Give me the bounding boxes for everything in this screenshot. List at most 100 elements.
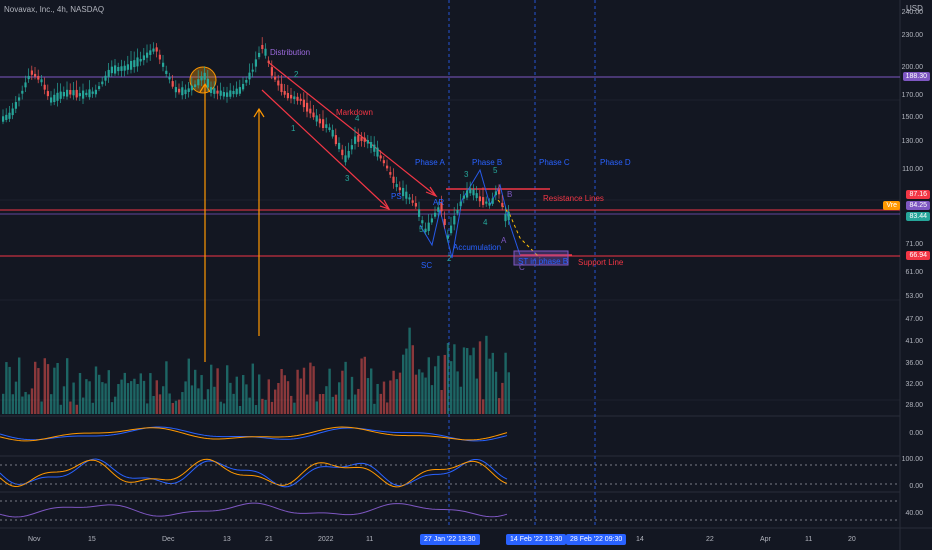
accumulation-label[interactable]: Accumulation bbox=[453, 243, 502, 252]
volume-bar bbox=[50, 394, 53, 414]
candle-body bbox=[43, 84, 46, 90]
volume-bar bbox=[8, 366, 11, 414]
volume-bar bbox=[398, 372, 402, 414]
date-pill-1[interactable]: 27 Jan '22 13:30 bbox=[420, 534, 480, 545]
candle-body bbox=[8, 112, 11, 119]
volume-bar bbox=[264, 399, 267, 414]
volume-bar bbox=[37, 368, 40, 414]
volume-bar bbox=[62, 386, 66, 414]
date-pill-2[interactable]: 14 Feb '22 13:30 bbox=[506, 534, 567, 545]
candle-body bbox=[379, 155, 382, 159]
volume-bar bbox=[344, 361, 347, 414]
candle-body bbox=[158, 54, 161, 60]
markdown-label[interactable]: Markdown bbox=[336, 108, 373, 117]
volume-bar bbox=[389, 380, 392, 414]
candle-body bbox=[66, 89, 69, 97]
candle-body bbox=[398, 187, 401, 191]
candle-body bbox=[216, 90, 219, 94]
candle-body bbox=[427, 222, 430, 231]
candle-body bbox=[168, 76, 171, 80]
candle-body bbox=[418, 209, 421, 217]
volume-bar bbox=[322, 393, 325, 414]
candle-body bbox=[437, 207, 440, 212]
ar-label[interactable]: AR bbox=[433, 198, 445, 207]
time-tick: Apr bbox=[760, 536, 771, 543]
volume-bar bbox=[402, 354, 405, 414]
phase-c-label[interactable]: Phase C bbox=[539, 158, 570, 167]
candle-body bbox=[200, 76, 203, 81]
price-tick: 36.00 bbox=[905, 360, 923, 367]
volume-bar bbox=[456, 371, 459, 414]
top-highlight-circle bbox=[189, 66, 217, 94]
candle-body bbox=[46, 91, 49, 97]
candle-body bbox=[229, 90, 232, 97]
phase-b-label[interactable]: Phase B bbox=[472, 158, 503, 167]
volume-bar bbox=[338, 382, 341, 414]
support-label[interactable]: Support Line bbox=[578, 258, 624, 267]
volume-bar bbox=[210, 364, 213, 414]
candle-body bbox=[290, 94, 293, 99]
price-tick: 230.00 bbox=[901, 32, 923, 39]
volume-bar bbox=[418, 369, 421, 414]
volume-bar bbox=[21, 396, 24, 414]
phase-d-label[interactable]: Phase D bbox=[600, 158, 631, 167]
resistance-label[interactable]: Resistance Lines bbox=[543, 194, 604, 203]
volume-bar bbox=[430, 385, 434, 414]
volume-bar bbox=[91, 402, 94, 414]
candle-body bbox=[267, 60, 270, 63]
candle-body bbox=[331, 129, 334, 137]
volume-bar bbox=[302, 367, 306, 414]
volume-bar bbox=[14, 381, 18, 414]
volume-bar bbox=[238, 405, 242, 414]
candle-body bbox=[306, 102, 309, 112]
candle-body bbox=[162, 62, 165, 67]
candle-body bbox=[299, 98, 302, 101]
time-tick: 22 bbox=[706, 536, 714, 543]
volume-bar bbox=[274, 389, 277, 414]
volume-bar bbox=[286, 381, 290, 414]
candle-body bbox=[402, 187, 405, 197]
ps-label[interactable]: PS bbox=[391, 192, 402, 201]
candle-body bbox=[114, 65, 117, 74]
candle-body bbox=[434, 212, 437, 217]
candle-body bbox=[78, 93, 81, 97]
candle-body bbox=[14, 102, 17, 109]
volume-bar bbox=[411, 345, 414, 414]
candle-body bbox=[264, 48, 267, 56]
volume-bar bbox=[94, 366, 98, 414]
volume-bar bbox=[328, 368, 331, 414]
volume-bar bbox=[494, 371, 498, 414]
price-tick: 240.00 bbox=[901, 9, 923, 16]
price-tick: 170.00 bbox=[901, 92, 923, 99]
candle-body bbox=[286, 92, 289, 99]
candle-body bbox=[453, 215, 456, 225]
candle-body bbox=[322, 119, 325, 129]
candle-body bbox=[155, 47, 158, 52]
st-phase-b-label[interactable]: ST in phase B bbox=[518, 257, 569, 266]
volume-bar bbox=[261, 398, 264, 414]
candle-body bbox=[411, 200, 414, 203]
symbol-title[interactable]: Novavax, Inc., 4h, NASDAQ bbox=[4, 5, 105, 14]
candle-body bbox=[126, 64, 129, 70]
candle-body bbox=[440, 202, 443, 212]
volume-bar bbox=[190, 385, 194, 414]
volume-bar bbox=[162, 386, 165, 414]
sc-label[interactable]: SC bbox=[421, 261, 433, 270]
volume-bar bbox=[222, 403, 226, 414]
volume-bar bbox=[206, 389, 210, 414]
volume-bar bbox=[350, 376, 354, 414]
volume-bar bbox=[133, 378, 136, 414]
candle-body bbox=[72, 90, 75, 96]
price-tick: 32.00 bbox=[905, 381, 923, 388]
phase-a-label[interactable]: Phase A bbox=[415, 158, 445, 167]
currency-label: USD bbox=[906, 4, 923, 13]
current-price-tag: 83.44 bbox=[906, 212, 930, 221]
candle-body bbox=[85, 92, 88, 96]
volume-bar bbox=[46, 364, 50, 414]
date-pill-3[interactable]: 28 Feb '22 09:30 bbox=[566, 534, 627, 545]
distribution-label[interactable]: Distribution bbox=[270, 48, 311, 57]
candle-body bbox=[270, 67, 273, 76]
resistance-tag: 87.16 bbox=[906, 190, 930, 199]
candle-body bbox=[507, 211, 510, 221]
